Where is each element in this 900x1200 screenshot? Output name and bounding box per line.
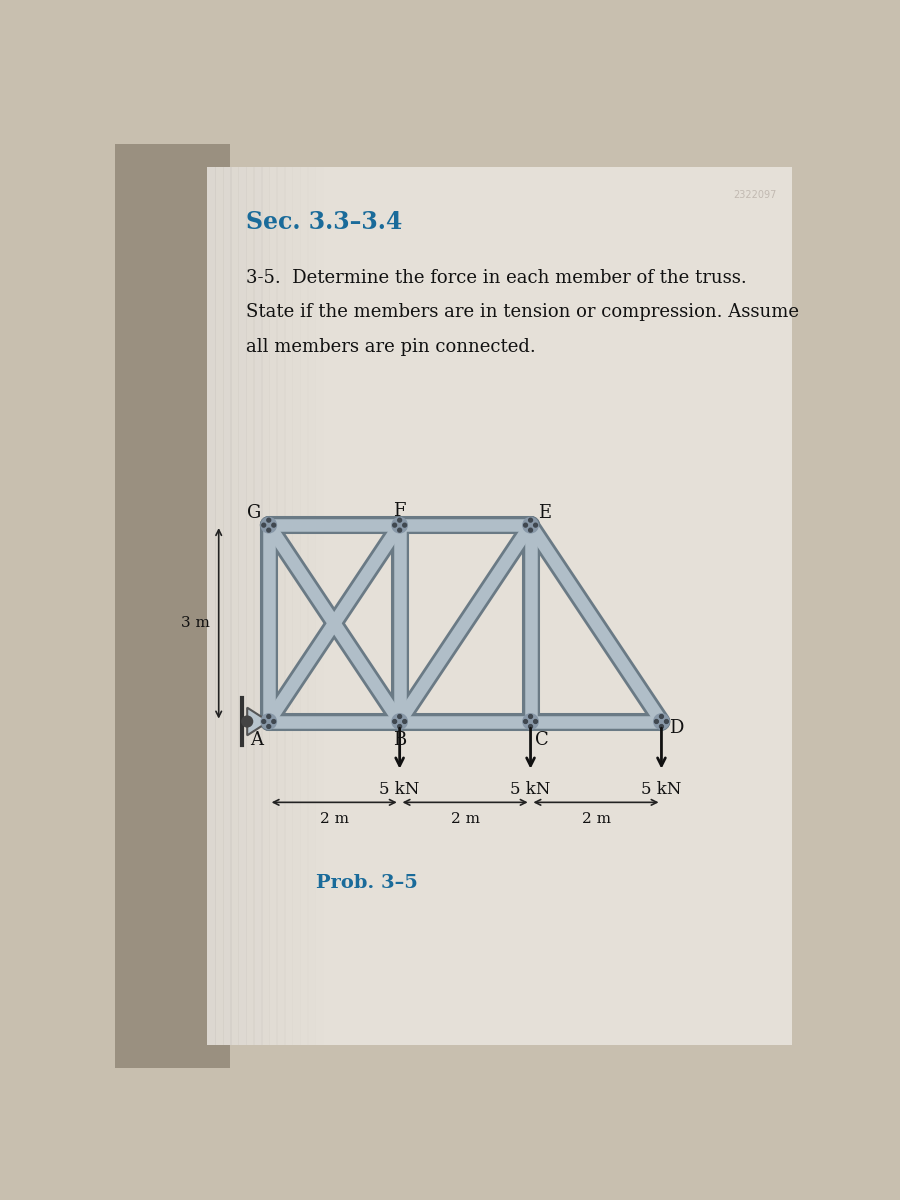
Text: 3-5.  Determine the force in each member of the truss.: 3-5. Determine the force in each member … [246, 269, 746, 287]
Bar [238, 167, 248, 1045]
Text: D: D [669, 719, 683, 737]
Circle shape [272, 720, 275, 724]
Circle shape [392, 720, 397, 724]
Polygon shape [248, 708, 269, 736]
Circle shape [528, 528, 533, 532]
Circle shape [398, 725, 401, 728]
Circle shape [266, 714, 271, 719]
Text: 2 m: 2 m [451, 811, 480, 826]
Circle shape [528, 725, 533, 728]
Bar [269, 167, 278, 1045]
Text: 2 m: 2 m [320, 811, 348, 826]
Bar [254, 167, 263, 1045]
Text: 2 m: 2 m [581, 811, 610, 826]
Text: E: E [538, 504, 552, 522]
Bar [215, 167, 224, 1045]
Bar [276, 167, 285, 1045]
Text: all members are pin connected.: all members are pin connected. [246, 338, 536, 356]
Circle shape [392, 517, 408, 533]
Circle shape [653, 714, 669, 730]
Text: 5 kN: 5 kN [510, 781, 551, 798]
Circle shape [392, 714, 408, 730]
Circle shape [266, 725, 271, 728]
Circle shape [534, 720, 537, 724]
Bar [300, 167, 309, 1045]
Circle shape [654, 720, 659, 724]
Text: 3 m: 3 m [181, 617, 210, 630]
Circle shape [528, 714, 533, 719]
Text: Prob. 3–5: Prob. 3–5 [316, 874, 418, 893]
Bar [292, 167, 302, 1045]
Circle shape [660, 714, 663, 719]
Circle shape [262, 523, 266, 527]
Circle shape [524, 523, 527, 527]
Circle shape [402, 523, 407, 527]
Bar [284, 167, 293, 1045]
Circle shape [524, 720, 527, 724]
Circle shape [664, 720, 669, 724]
Circle shape [398, 528, 401, 532]
Bar [261, 167, 270, 1045]
Bar [207, 167, 216, 1045]
Circle shape [523, 517, 538, 533]
Text: F: F [393, 502, 406, 520]
Bar [207, 167, 792, 1045]
Text: A: A [250, 731, 264, 749]
Bar [307, 167, 317, 1045]
Text: 5 kN: 5 kN [642, 781, 681, 798]
Circle shape [398, 518, 401, 522]
Circle shape [266, 518, 271, 522]
Bar [115, 144, 230, 1068]
Circle shape [262, 720, 266, 724]
Circle shape [528, 518, 533, 522]
Bar [246, 167, 255, 1045]
Circle shape [272, 523, 275, 527]
Circle shape [242, 716, 253, 727]
Text: B: B [393, 731, 406, 749]
Circle shape [261, 517, 276, 533]
Circle shape [398, 714, 401, 719]
Circle shape [534, 523, 537, 527]
Text: State if the members are in tension or compression. Assume: State if the members are in tension or c… [246, 304, 798, 322]
Text: 5 kN: 5 kN [380, 781, 419, 798]
Text: 2322097: 2322097 [734, 190, 777, 200]
Text: G: G [248, 504, 262, 522]
Text: C: C [536, 731, 549, 749]
Bar [315, 167, 324, 1045]
Bar [222, 167, 232, 1045]
Circle shape [261, 714, 276, 730]
Circle shape [266, 528, 271, 532]
Circle shape [392, 523, 397, 527]
Circle shape [523, 714, 538, 730]
Bar [230, 167, 239, 1045]
Text: Sec. 3.3–3.4: Sec. 3.3–3.4 [246, 210, 402, 234]
Circle shape [402, 720, 407, 724]
Circle shape [660, 725, 663, 728]
